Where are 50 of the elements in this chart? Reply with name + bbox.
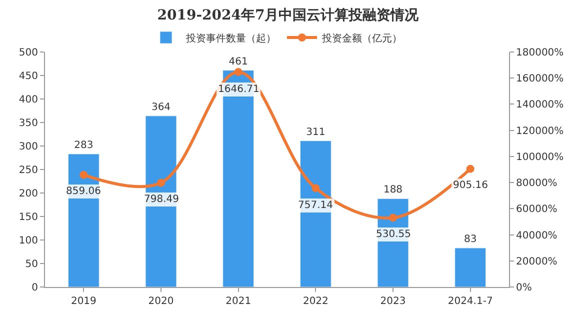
legend-label: 投资事件数量（起）	[185, 32, 276, 44]
point	[312, 184, 320, 192]
data-label: 905.16	[453, 180, 488, 191]
point	[389, 214, 397, 222]
x-tick-label: 2019	[70, 296, 96, 307]
y-tick-label: 100	[18, 236, 38, 246]
y2-tick-label: 140000%	[516, 100, 564, 111]
y-tick-label: 350	[18, 118, 38, 129]
data-label: 461	[228, 56, 248, 68]
data-label: 364	[151, 102, 171, 113]
data-label: 530.55	[376, 229, 411, 240]
y2-tick-label: 160000%	[516, 74, 564, 85]
y2-tick-label: 180000%	[516, 48, 564, 58]
x-tick-label: 2020	[148, 296, 174, 307]
legend-label: 投资金额（亿元）	[321, 32, 402, 44]
y2-tick-label: 40000%	[516, 230, 558, 242]
point	[80, 170, 88, 179]
data-label: 798.49	[144, 194, 179, 205]
data-label: 188	[383, 184, 403, 196]
data-label: 83	[464, 234, 477, 245]
x-tick-label: 2024.1-7	[448, 296, 493, 307]
data-label: 283	[74, 140, 94, 151]
y2-tick-label: 80000%	[516, 178, 558, 190]
y2-tick-label: 60000%	[516, 204, 558, 216]
y-tick-label: 150	[18, 212, 38, 223]
bar	[454, 248, 486, 287]
point	[157, 178, 165, 187]
bar	[145, 116, 177, 287]
x-tick-label: 2022	[302, 296, 328, 307]
data-label: 859.06	[66, 186, 101, 197]
data-label: 1646.71	[218, 84, 260, 95]
data-label: 757.14	[298, 200, 333, 211]
y2-tick-label: 100000%	[516, 152, 564, 163]
y-tick-label: 250	[18, 165, 38, 176]
y-tick-label: 0	[32, 282, 38, 294]
point	[234, 68, 242, 76]
chart-title: 2019-2024年7月中国云计算投融资情况	[157, 8, 420, 24]
x-tick-label: 2023	[380, 296, 406, 307]
data-label: 311	[306, 126, 326, 138]
y-tick-label: 200	[18, 188, 38, 200]
y-tick-label: 500	[18, 48, 38, 58]
y-tick-label: 50	[25, 259, 38, 270]
y-tick-label: 300	[18, 142, 38, 152]
point	[466, 164, 474, 173]
y2-tick-label: 120000%	[516, 126, 564, 137]
y2-tick-label: 0%	[516, 282, 532, 294]
y2-tick-label: 20000%	[516, 256, 558, 268]
y-tick-label: 400	[18, 94, 38, 106]
x-tick-label: 2021	[226, 296, 252, 307]
y-tick-label: 450	[18, 71, 38, 82]
